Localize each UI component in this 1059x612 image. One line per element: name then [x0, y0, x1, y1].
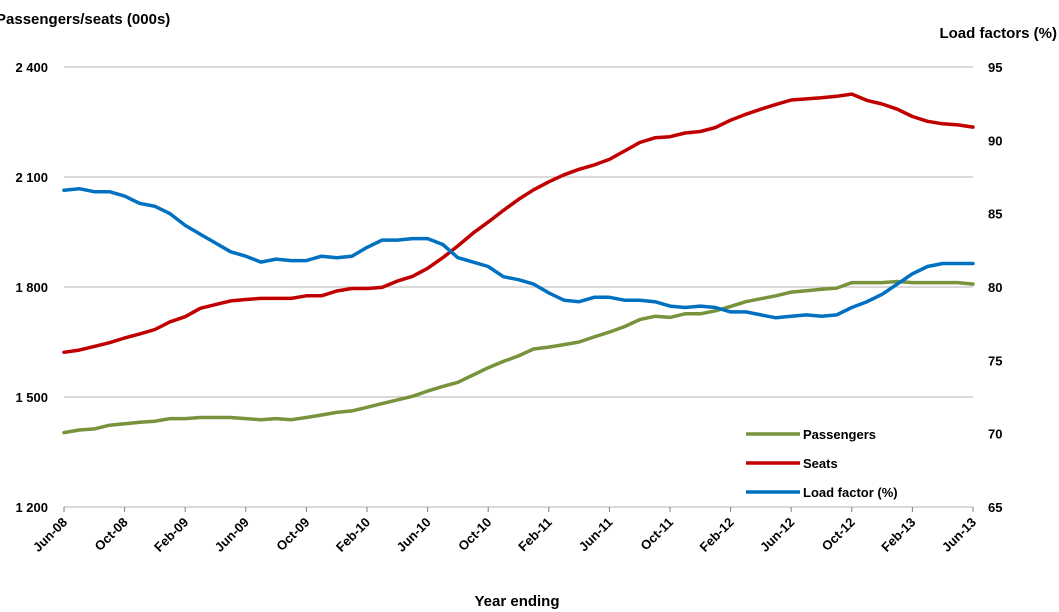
x-tick-label: Jun-09: [212, 515, 252, 555]
x-axis-tick-labels: Jun-08 Oct-08 Feb-09 Jun-09 Oct-09 Feb-10 Jun-…: [30, 515, 979, 555]
x-tick-label: Oct-08: [91, 515, 130, 554]
legend-label: Passengers: [803, 427, 876, 442]
y-right-tick-label: 95: [988, 60, 1002, 75]
y-right-tick-label: 65: [988, 500, 1002, 515]
x-tick-label: Jun-08: [30, 515, 70, 555]
x-tick-label: Oct-11: [637, 515, 676, 554]
x-tick-label: Jun-10: [393, 515, 433, 555]
right-axis-tick-labels: 65 70 75 80 85 90 95: [988, 60, 1002, 515]
left-axis-title: Passengers/seats (000s): [0, 11, 170, 28]
y-right-tick-label: 85: [988, 207, 1002, 222]
x-tick-label: Oct-10: [455, 515, 494, 554]
legend: Passengers Seats Load factor (%): [746, 427, 898, 500]
y-left-tick-label: 1 200: [15, 500, 48, 515]
left-axis-tick-labels: 1 200 1 500 1 800 2 100 2 400: [15, 60, 48, 515]
y-right-tick-label: 80: [988, 280, 1002, 295]
series-lines: [62, 92, 975, 435]
y-right-tick-label: 75: [988, 353, 1002, 368]
legend-label: Seats: [803, 456, 838, 471]
x-tick-label: Feb-12: [696, 515, 736, 555]
x-tick-label: Jun-11: [576, 515, 616, 555]
y-right-tick-label: 90: [988, 133, 1002, 148]
legend-label: Load factor (%): [803, 485, 898, 500]
x-tick-label: Feb-13: [878, 515, 918, 555]
x-axis-title: Year ending: [474, 593, 559, 610]
y-left-tick-label: 2 100: [15, 170, 48, 185]
right-axis-title: Load factors (%): [939, 25, 1057, 42]
x-tick-label: Feb-09: [151, 515, 191, 555]
y-left-tick-label: 1 500: [15, 390, 48, 405]
x-tick-label: Jun-12: [757, 515, 797, 555]
x-tick-label: Oct-09: [273, 515, 312, 554]
y-right-tick-label: 70: [988, 427, 1002, 442]
series-line-seats: [62, 92, 975, 355]
y-left-tick-label: 1 800: [15, 280, 48, 295]
x-tick-label: Feb-11: [515, 515, 555, 555]
x-tick-label: Feb-10: [333, 515, 373, 555]
gridlines: [63, 66, 974, 512]
series-line-passengers: [62, 279, 975, 435]
series-line-load-factor: [62, 186, 975, 320]
y-left-tick-label: 2 400: [15, 60, 48, 75]
x-tick-label: Oct-12: [819, 515, 858, 554]
x-tick-label: Jun-13: [939, 515, 979, 555]
